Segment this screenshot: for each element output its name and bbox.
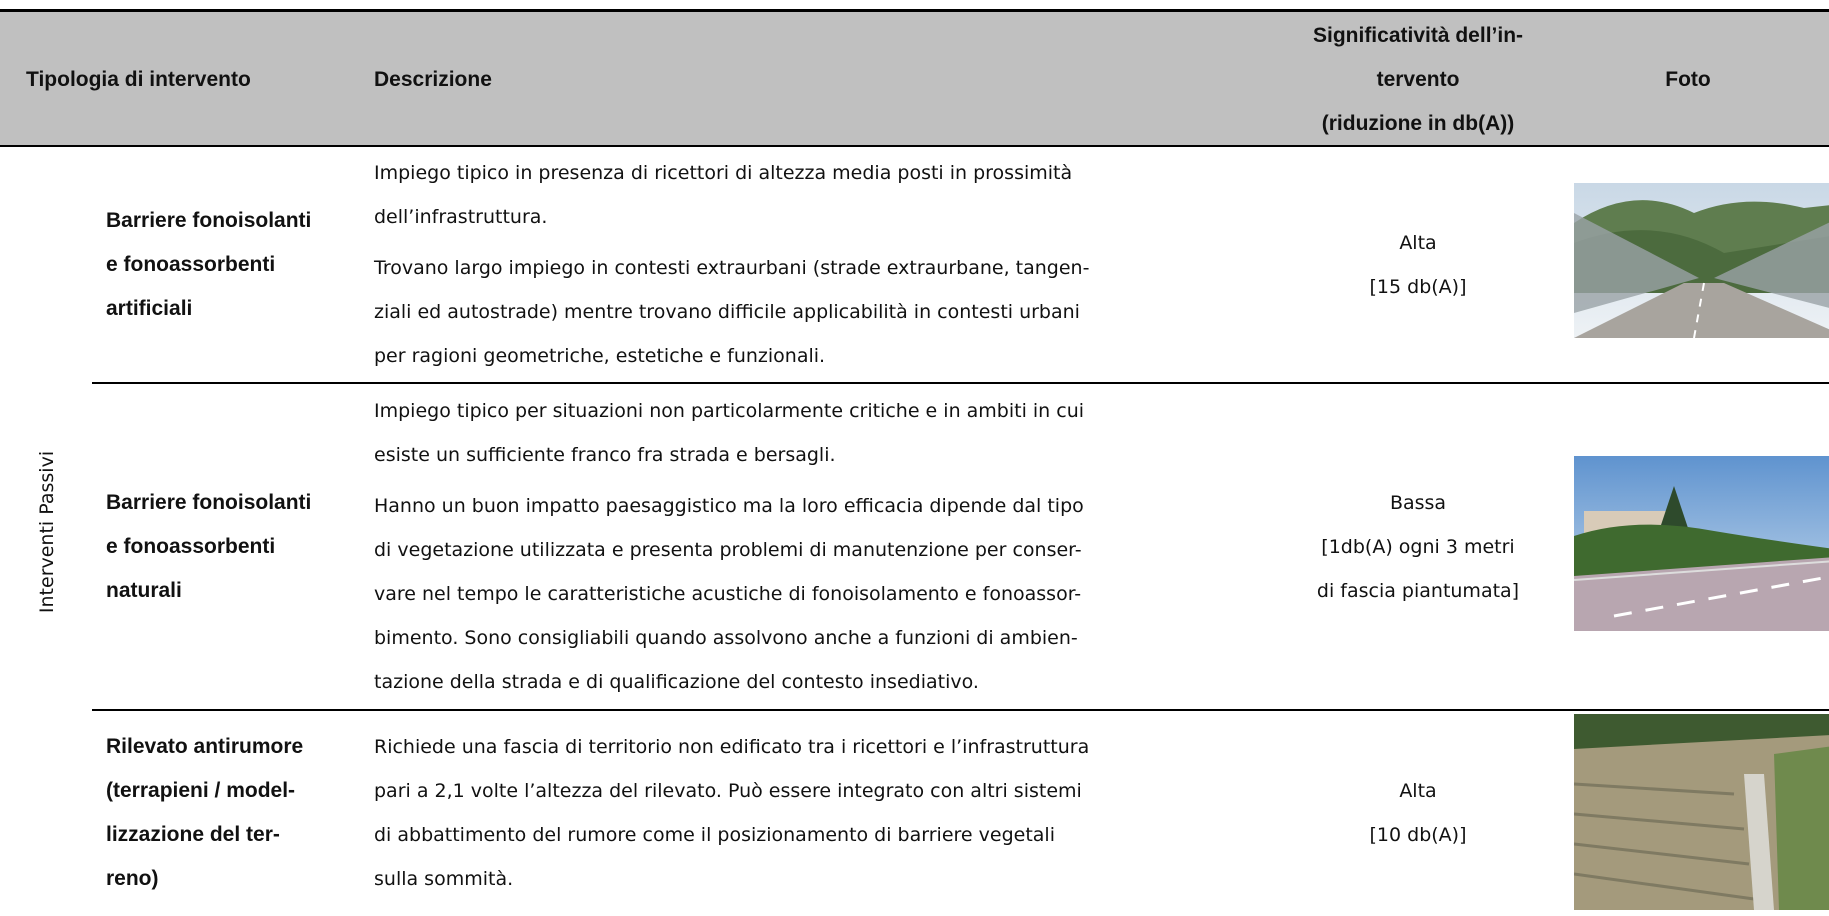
row-significance: Bassa: [1389, 491, 1447, 514]
row-description: Impiego tipico per situazioni non partic…: [374, 400, 1085, 422]
row-description: Impiego tipico in presenza di ricettori …: [374, 162, 1073, 184]
header-rule: [0, 145, 1829, 147]
photo-artificial-barrier: [1574, 183, 1829, 338]
row-type: reno): [106, 867, 159, 890]
header-type: Tipologia di intervento: [26, 68, 251, 91]
row-description: sulla sommità.: [374, 868, 514, 890]
top-rule: [0, 9, 1829, 12]
row-type: artificiali: [106, 296, 193, 320]
row-type: e fonoassorbenti: [106, 252, 276, 276]
header-significance: Significatività dell’in-: [1312, 24, 1524, 47]
row-description: bimento. Sono consigliabili quando assol…: [374, 627, 1078, 649]
row-rule: [92, 709, 1829, 711]
row-description: Hanno un buon impatto paesaggistico ma l…: [374, 495, 1084, 517]
row-type: Rilevato antirumore: [106, 735, 304, 758]
row-type: (terrapieni / model-: [106, 779, 296, 802]
header-photo: Foto: [1665, 68, 1711, 91]
row-description: esiste un sufficiente franco fra strada …: [374, 444, 836, 466]
row-significance: [10 db(A)]: [1369, 824, 1467, 846]
row-significance: [15 db(A)]: [1369, 275, 1467, 298]
row-type: Barriere fonoisolanti: [106, 208, 312, 232]
row-description: vare nel tempo le caratteristiche acusti…: [374, 583, 1082, 605]
row-description: pari a 2,1 volte l’altezza del rilevato.…: [374, 780, 1082, 802]
row-type: Barriere fonoisolanti: [106, 490, 312, 514]
row-type: lizzazione del ter-: [106, 823, 280, 846]
row-rule: [92, 382, 1829, 384]
header-band: [0, 10, 1829, 146]
header-significance: tervento: [1376, 68, 1460, 91]
row-description: di abbattimento del rumore come il posiz…: [374, 824, 1055, 846]
header-significance: (riduzione in db(A)): [1321, 112, 1515, 135]
row-description: dell’infrastruttura.: [374, 206, 548, 228]
header-description: Descrizione: [374, 68, 492, 91]
row-description: Trovano largo impiego in contesti extrau…: [374, 257, 1090, 279]
row-type: naturali: [106, 578, 182, 602]
row-description: per ragioni geometriche, estetiche e fun…: [374, 345, 826, 367]
group-label: Interventi Passivi: [36, 450, 58, 614]
photo-embankment: [1574, 714, 1829, 910]
row-description: Richiede una fascia di territorio non ed…: [374, 736, 1090, 758]
row-significance: Alta: [1399, 231, 1437, 254]
row-description: tazione della strada e di qualificazione…: [374, 671, 979, 693]
photo-natural-barrier: [1574, 456, 1829, 631]
row-significance: di fascia piantumata]: [1316, 579, 1520, 602]
row-significance: Alta: [1399, 780, 1437, 802]
row-significance: [1db(A) ogni 3 metri: [1321, 535, 1515, 558]
row-type: e fonoassorbenti: [106, 534, 276, 558]
row-description: ziali ed autostrade) mentre trovano diff…: [374, 301, 1080, 323]
row-description: di vegetazione utilizzata e presenta pro…: [374, 539, 1082, 561]
